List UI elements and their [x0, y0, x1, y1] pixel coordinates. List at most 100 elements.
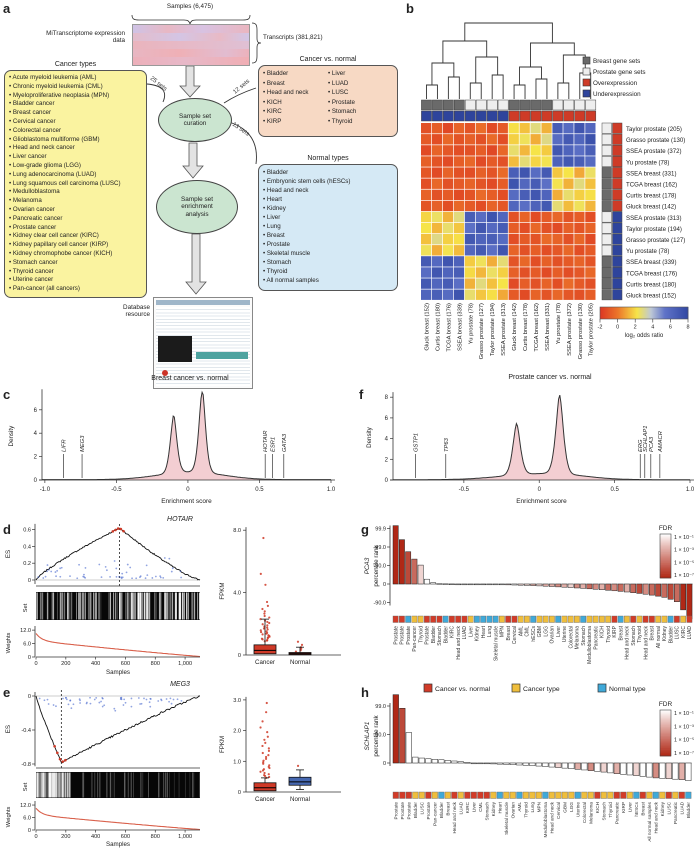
list-item: Thyroid — [328, 117, 393, 127]
svg-text:200: 200 — [61, 661, 70, 667]
heatmap-cell — [497, 245, 508, 256]
list-item: Embryonic stem cells (hESCs) — [263, 177, 393, 186]
svg-text:Bladder: Bladder — [431, 626, 437, 644]
category-square — [607, 791, 614, 799]
heatmap-cell — [475, 289, 486, 300]
heatmap-cell — [519, 123, 530, 134]
category-square — [490, 791, 497, 799]
heatmap-cell — [442, 256, 454, 267]
svg-text:ES: ES — [5, 725, 12, 733]
svg-text:Gluck breast (152): Gluck breast (152) — [626, 293, 676, 300]
cancer-vs-normal-col2: LiverLUADLUSCProstateStomachThyroid — [328, 69, 393, 133]
waterfall-bar — [605, 583, 612, 591]
row-settype-square — [601, 244, 612, 256]
expression-heatmap-strip — [133, 25, 249, 33]
svg-text:Head and neck: Head and neck — [550, 801, 555, 833]
waterfall-bar — [630, 583, 637, 593]
svg-text:0: 0 — [385, 478, 389, 484]
heatmap-cell — [585, 178, 596, 189]
heatmap-cell — [574, 289, 585, 300]
svg-text:SCHLAP1: SCHLAP1 — [364, 722, 371, 751]
category-square — [587, 791, 594, 799]
heatmap-cell — [530, 222, 541, 234]
svg-text:MEG3: MEG3 — [80, 435, 86, 452]
list-item: Medulloblastoma — [9, 188, 142, 197]
heatmap-cell — [541, 256, 552, 267]
svg-text:KICH: KICH — [600, 626, 606, 638]
svg-text:Heart: Heart — [498, 801, 503, 813]
heatmap-cell — [519, 134, 530, 145]
svg-text:Prostate gene sets: Prostate gene sets — [593, 69, 646, 76]
svg-text:LGG: LGG — [543, 626, 549, 637]
arrow-enrichment-to-database — [185, 233, 207, 295]
category-square — [568, 791, 575, 799]
waterfall-bar — [470, 762, 477, 765]
heatmap-cell — [530, 134, 541, 145]
svg-text:LIFR: LIFR — [61, 439, 67, 452]
svg-text:Normal type: Normal type — [609, 686, 646, 693]
row-settype-square — [601, 189, 612, 201]
waterfall-bar — [455, 583, 462, 586]
svg-text:1 × 10⁻¹: 1 × 10⁻¹ — [674, 535, 694, 541]
list-item: Lung adenocarcinoma (LUAD) — [9, 171, 142, 180]
svg-text:TP63: TP63 — [444, 437, 450, 452]
panel-e-title: MEG3 — [170, 681, 190, 688]
heatmap-cell — [552, 167, 563, 178]
heatmap-cell — [530, 123, 541, 134]
svg-text:4.0: 4.0 — [233, 591, 241, 597]
waterfall-bar — [686, 583, 693, 620]
waterfall-bar — [505, 583, 512, 586]
svg-text:0: 0 — [616, 325, 619, 331]
category-square — [599, 615, 605, 623]
svg-text:SSEA breast (331): SSEA breast (331) — [626, 170, 676, 177]
svg-text:Kidney: Kidney — [475, 626, 481, 642]
samples-brace — [131, 14, 251, 26]
category-square — [399, 615, 405, 623]
heatmap-cell — [486, 178, 497, 189]
category-square — [592, 615, 599, 623]
weights-curve — [35, 807, 201, 831]
heatmap-cell — [475, 156, 486, 167]
heatmap-cell — [421, 189, 432, 200]
waterfall-bar — [480, 583, 487, 586]
flowchart-connectors: 25 sets 12 sets 13 sets — [131, 14, 262, 295]
list-item: Kidney clear cell cancer (KIRC) — [9, 232, 142, 241]
svg-text:Cancer: Cancer — [255, 659, 275, 666]
heatmap-cell — [585, 267, 596, 278]
svg-text:Prostate: Prostate — [425, 626, 431, 645]
category-square — [418, 791, 425, 799]
heatmap-cell — [464, 178, 476, 189]
heatmap-cell — [421, 222, 432, 234]
svg-text:Breast: Breast — [641, 801, 646, 815]
svg-text:Density: Density — [8, 425, 15, 447]
panel-f-title: Prostate cancer vs. normal — [508, 374, 592, 381]
col-direction-square — [585, 110, 597, 122]
heatmap-cell — [508, 156, 519, 167]
box — [253, 644, 277, 655]
heatmap-cell — [431, 156, 443, 167]
screenshot-teal-row — [196, 352, 248, 359]
heatmap-cell — [475, 256, 486, 267]
heatmap-cell — [552, 267, 563, 278]
svg-text:Uterine: Uterine — [562, 626, 568, 642]
svg-text:LUAD: LUAD — [462, 626, 468, 640]
waterfall-bar — [617, 583, 624, 592]
svg-text:Prostate: Prostate — [407, 802, 412, 820]
waterfall-bar — [542, 762, 549, 767]
list-item: Pan-cancer (all cancers) — [9, 285, 142, 294]
waterfall-bar — [392, 525, 399, 585]
heatmap-cell — [464, 256, 476, 267]
row-direction-square — [612, 189, 623, 201]
heatmap-cell — [486, 145, 497, 156]
svg-text:6: 6 — [385, 416, 389, 422]
heatmap-cell — [431, 211, 443, 223]
heatmap-cell — [464, 156, 476, 167]
list-item: Kidney — [263, 204, 393, 213]
heatmap-cell — [475, 245, 486, 256]
list-item: Acute myeloid leukemia (AML) — [9, 74, 142, 83]
category-square — [555, 615, 562, 623]
arrow-curation-to-enrichment — [182, 142, 204, 179]
arrow-data-to-curation — [179, 65, 201, 98]
waterfall-bar — [567, 583, 574, 588]
